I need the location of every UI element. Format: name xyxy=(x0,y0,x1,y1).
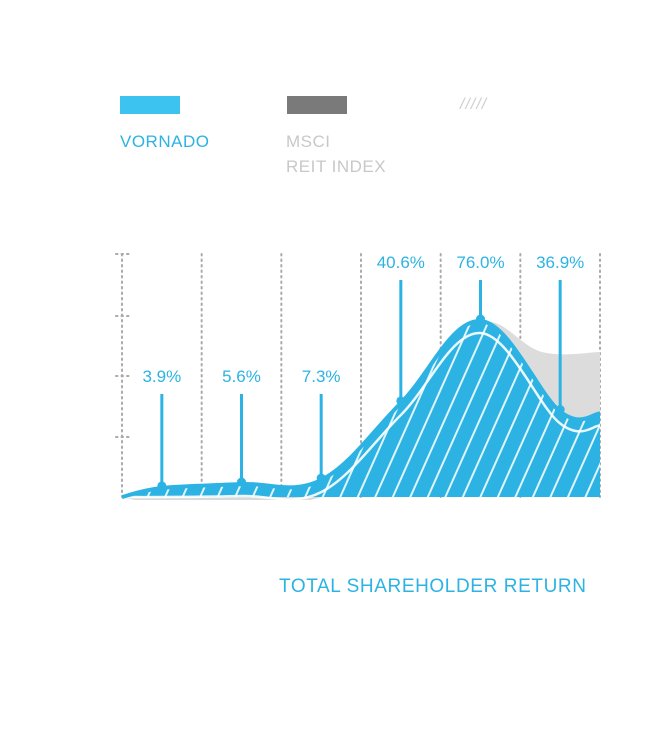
data-label-3: 40.6% xyxy=(377,253,425,272)
legend-label-vornado: VORNADO xyxy=(120,129,209,154)
data-label-0: 3.9% xyxy=(142,367,181,386)
legend-swatch-msci xyxy=(287,96,347,114)
legend-label-msci-line-1: MSCI xyxy=(286,132,331,151)
label-layer: 3.9% 5.6% 7.3% 40.6% 76.0% 36.9% xyxy=(142,253,584,386)
point-3 xyxy=(396,396,406,406)
legend-label-msci: MSCI REIT INDEX xyxy=(286,129,386,179)
marker-layer xyxy=(157,280,565,491)
point-5 xyxy=(555,405,565,415)
data-label-5: 36.9% xyxy=(536,253,584,272)
point-2 xyxy=(316,473,326,483)
data-label-4: 76.0% xyxy=(456,253,504,272)
point-1 xyxy=(237,477,246,487)
legend-hatch-symbol: ///// xyxy=(460,96,488,113)
point-0 xyxy=(157,481,167,491)
legend-label-msci-line-2: REIT INDEX xyxy=(286,157,387,176)
legend-swatch-vornado xyxy=(120,96,180,114)
chart-title: TOTAL SHAREHOLDER RETURN xyxy=(279,576,587,597)
point-4 xyxy=(476,314,485,324)
legend-label-vornado-line: VORNADO xyxy=(120,132,210,151)
vornado-area xyxy=(122,320,600,497)
data-label-1: 5.6% xyxy=(222,367,261,386)
data-label-2: 7.3% xyxy=(302,367,341,386)
vornado-line xyxy=(122,318,600,499)
msci-line xyxy=(122,331,600,500)
area-layer xyxy=(122,318,600,500)
